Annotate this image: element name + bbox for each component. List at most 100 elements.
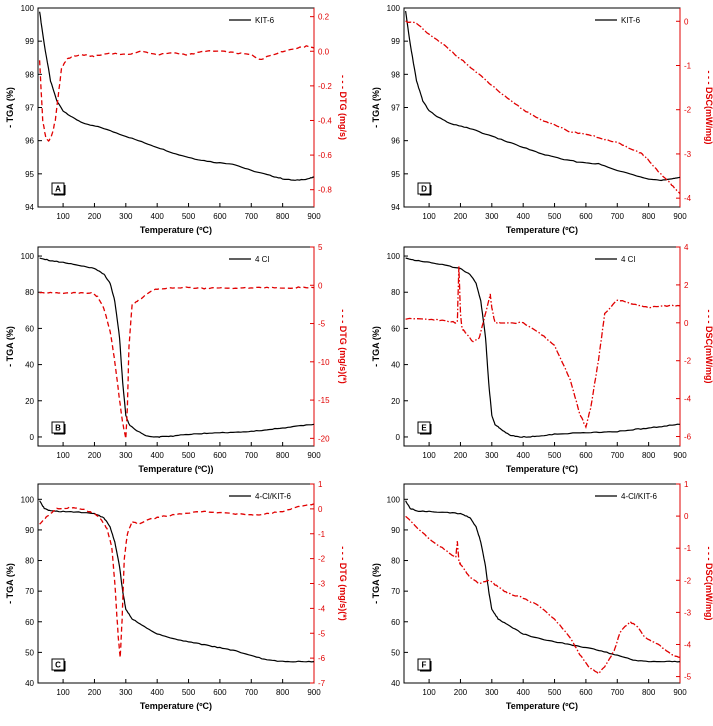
y-tick-label: 0 [396,433,401,442]
x-tick-label: 600 [213,688,227,697]
y2-tick-label: -2 [684,106,692,115]
x-tick-label: 800 [276,688,290,697]
x-tick-label: 100 [56,688,70,697]
x-axis-title: Temperature (ºC) [140,225,212,235]
y2-tick-label: -1 [684,544,692,553]
y-tick-label: 60 [25,618,34,627]
y2-tick-label: -3 [684,608,692,617]
y-tick-label: 80 [25,557,34,566]
y-tick-label: 94 [391,203,400,212]
x-tick-label: 400 [517,688,531,697]
chart-panel-E: 100 200 300 400 500 600 700 800 9000204060801004… [371,243,713,474]
secondary-series-line [39,286,315,439]
y2-tick-label: -4 [684,194,692,203]
x-tick-label: 200 [88,451,102,460]
y-tick-label: 98 [25,70,34,79]
panel-letter: C [55,661,61,670]
secondary-series-line [405,20,681,195]
y-tick-label: 70 [25,587,34,596]
y-axis-title: - TGA (%) [371,563,381,604]
y2-tick-label: 1 [318,480,323,489]
x-tick-label: 200 [454,451,468,460]
x-tick-label: 400 [517,451,531,460]
x-tick-label: 300 [485,212,499,221]
y-tick-label: 96 [25,137,34,146]
y2-tick-label: -2 [318,555,326,564]
y2-tick-label: 0.2 [318,13,330,22]
x-tick-label: 500 [548,451,562,460]
y2-tick-label: -3 [684,150,692,159]
tga-series-line [405,500,681,663]
x-tick-label: 900 [673,688,687,697]
y-tick-label: 80 [391,288,400,297]
y2-axis-title: - - - DTG (mg/s)(*) [338,546,348,621]
tga-series-line [405,257,681,438]
x-tick-label: 400 [151,451,165,460]
y-tick-label: 95 [25,170,34,179]
y2-tick-label: 0 [684,319,689,328]
x-tick-label: 200 [454,212,468,221]
y-tick-label: 90 [391,526,400,535]
plot-frame [403,246,681,447]
y2-tick-label: 0 [318,505,323,514]
x-tick-label: 700 [611,451,625,460]
x-tick-label: 900 [307,212,321,221]
x-tick-label: 600 [579,688,593,697]
y-tick-label: 97 [391,104,400,113]
y-axis-title: - TGA (%) [371,87,381,128]
y-tick-label: 100 [21,495,35,504]
y-tick-label: 97 [25,104,34,113]
y2-tick-label: -1 [684,61,692,70]
legend-label: KIT-6 [621,16,641,25]
y2-tick-label: 0.0 [318,47,330,56]
x-tick-label: 500 [548,212,562,221]
x-tick-label: 700 [245,451,259,460]
y2-tick-label: -3 [318,580,326,589]
y2-axis-title: - - - DSC(mW/mg) [704,547,713,621]
x-tick-label: 100 [56,451,70,460]
x-tick-label: 300 [485,451,499,460]
y2-tick-label: -4 [318,604,326,613]
y2-tick-label: -10 [318,358,330,367]
y2-axis-title: - - - DTG (mg/s) [338,75,348,140]
y2-tick-label: 4 [684,243,689,252]
plot-frame [403,7,681,208]
x-axis-title: Temperature (ºC) [506,225,578,235]
x-tick-label: 100 [422,688,436,697]
y-tick-label: 100 [21,252,35,261]
legend-label: 4 Cl [255,255,269,264]
y-tick-label: 94 [25,203,34,212]
y-tick-label: 20 [391,397,400,406]
y-tick-label: 96 [391,137,400,146]
x-tick-label: 500 [182,451,196,460]
x-tick-label: 400 [151,212,165,221]
x-tick-label: 900 [673,451,687,460]
x-tick-label: 800 [642,451,656,460]
panel-letter: F [422,661,427,670]
y2-tick-label: -20 [318,434,330,443]
secondary-series-line [39,503,315,658]
x-tick-label: 700 [611,212,625,221]
y2-tick-label: 0 [318,281,323,290]
x-tick-label: 300 [119,688,133,697]
tga-series-line [39,11,315,181]
x-tick-label: 600 [579,212,593,221]
y2-axis-title: - - - DTG (mg/s)(*) [338,309,348,384]
chart-panel-D: 100 200 300 400 500 600 700 800 900 94 95 96 97 98 99 1… [371,4,713,235]
y2-tick-label: -6 [684,433,692,442]
y2-tick-label: -5 [684,673,692,682]
y2-tick-label: -4 [684,640,692,649]
x-tick-label: 600 [579,451,593,460]
y2-tick-label: -6 [318,654,326,663]
x-tick-label: 400 [151,688,165,697]
tga-series-line [405,11,681,182]
y2-tick-label: 2 [684,281,689,290]
chart-panel-C: 100 200 300 400 500 600 700 800 900 40 50 60 70 80 90 1… [5,480,348,711]
y-tick-label: 100 [387,4,401,13]
y-axis-title: - TGA (%) [5,563,15,604]
x-tick-label: 100 [56,212,70,221]
x-tick-label: 500 [548,688,562,697]
panel-letter: E [421,424,427,433]
y2-tick-label: -5 [318,629,326,638]
y-tick-label: 100 [21,4,35,13]
